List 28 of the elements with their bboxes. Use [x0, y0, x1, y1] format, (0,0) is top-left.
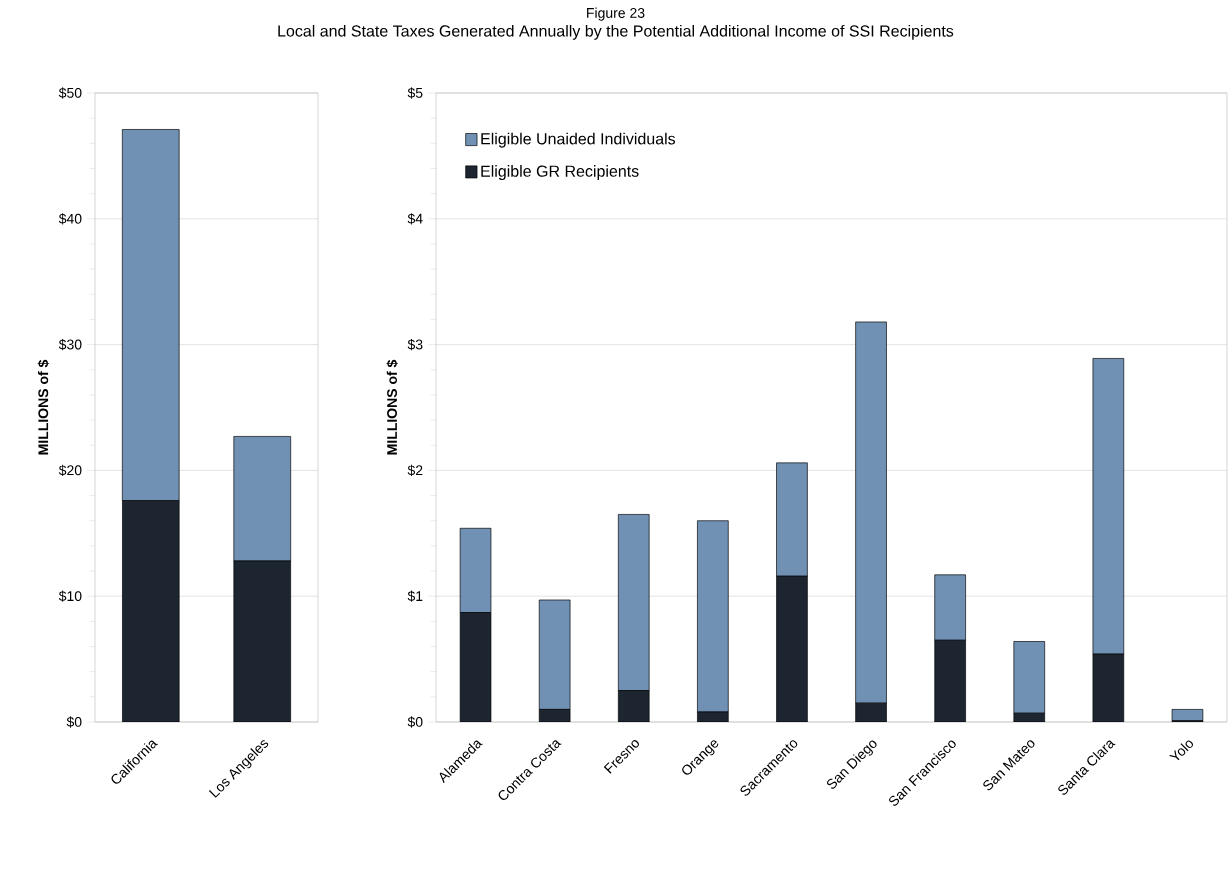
y-tick-label: $3 [407, 338, 423, 351]
bar [459, 612, 492, 722]
bar [538, 599, 571, 710]
y-tick-label: $50 [58, 87, 82, 99]
bar [1092, 653, 1125, 722]
bar [233, 560, 292, 722]
y-tick-label: $4 [407, 213, 423, 225]
y-axis-title: MILLIONS of $ [386, 359, 398, 455]
x-tick-label: Yolo [1169, 740, 1194, 761]
y-tick-label: $40 [58, 213, 82, 225]
y-tick-label: $0 [66, 716, 82, 728]
bar [617, 690, 650, 722]
bar [776, 575, 808, 722]
y-tick-label: $2 [407, 464, 423, 477]
y-tick-label: $1 [407, 590, 423, 602]
legend-label: Eligible GR Recipients [481, 165, 639, 180]
y-axis-title: MILLIONS of $ [37, 359, 50, 455]
y-tick-label: $20 [58, 464, 82, 477]
y-tick-label: $0 [407, 716, 423, 728]
chart-subtitle: Local and State Taxes Generated Annually by the Potential Additional Income of SSI Recipients [278, 24, 954, 40]
bar [934, 639, 966, 722]
chart-title: Figure 23 [587, 7, 645, 21]
bar [121, 500, 180, 722]
legend-label: Eligible Unaided Individuals [481, 132, 676, 148]
y-tick-label: $10 [58, 590, 82, 602]
y-tick-label: $30 [58, 338, 82, 351]
bar [1013, 641, 1046, 714]
y-tick-label: $5 [407, 87, 423, 99]
